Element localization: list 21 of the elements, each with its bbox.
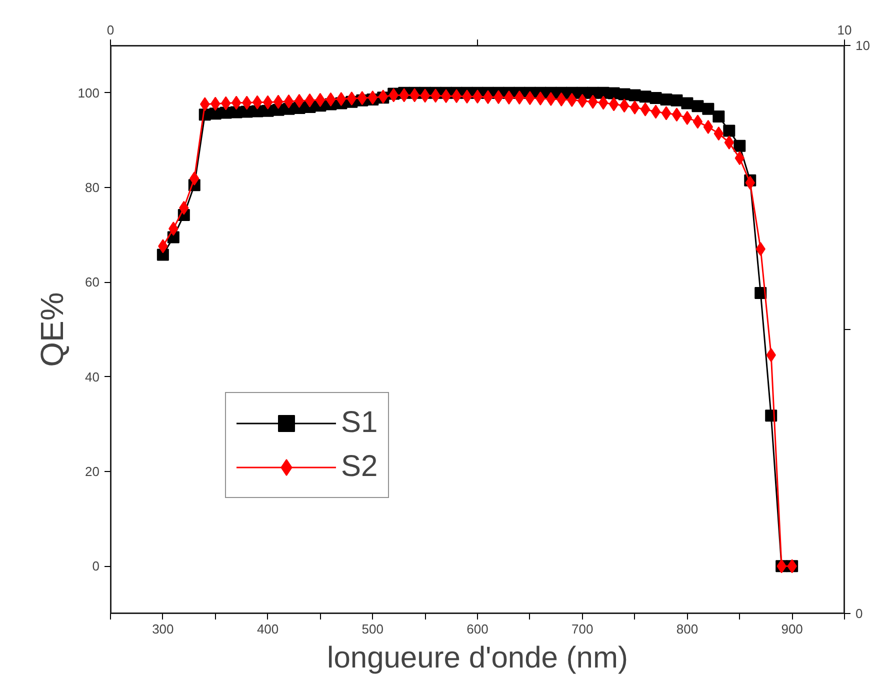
x2-tick-label: 0 [106,22,114,38]
legend-label: S1 [341,406,378,440]
x-tick-label: 800 [676,622,698,636]
y-tick-label: 0 [92,558,100,574]
y-tick-label: 60 [85,274,100,290]
y-axis-title: QE% [34,292,70,367]
y-tick-label: 20 [85,464,100,479]
legend-label: S2 [341,450,378,484]
x2-tick-label: 10 [837,22,852,38]
y2-tick-label: 0 [856,606,863,621]
y-tick-label: 100 [78,85,100,100]
x-tick-label: 600 [466,622,488,636]
x-tick-label: 400 [256,622,279,636]
x-tick-label: 900 [781,622,803,636]
x-tick-label: 500 [362,622,384,636]
y-tick-label: 80 [85,180,100,195]
y-tick-label: 40 [85,369,100,384]
x-tick-label: 700 [572,622,594,636]
x-tick-label: 300 [152,622,174,636]
x-axis-title: longueure d'onde (nm) [327,642,628,674]
y2-tick-label: 10 [856,38,870,53]
